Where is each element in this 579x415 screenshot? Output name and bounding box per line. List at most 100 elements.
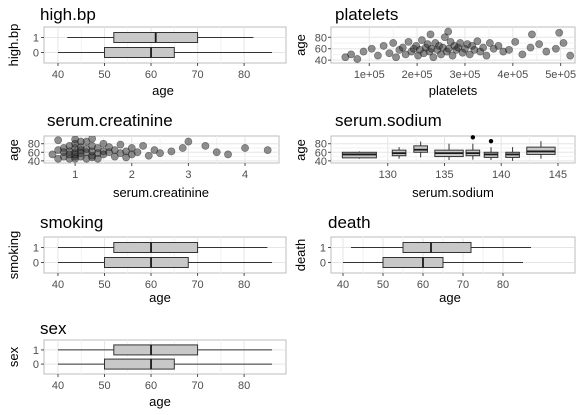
y-axis-label: age xyxy=(293,139,308,161)
panel-title: smoking xyxy=(40,213,103,232)
scatter-point xyxy=(359,47,368,56)
panel-title: death xyxy=(328,213,371,232)
x-tick-label: 50 xyxy=(98,69,110,81)
scatter-point xyxy=(110,146,119,155)
scatter-point xyxy=(385,49,394,58)
y-tick-label: 40 xyxy=(315,156,327,168)
scatter-point xyxy=(133,148,142,157)
scatter-point xyxy=(379,41,388,50)
box-outlier xyxy=(488,138,494,144)
x-tick-label: 50 xyxy=(377,279,389,291)
scatter-point xyxy=(535,40,544,49)
x-tick-label: 60 xyxy=(145,69,157,81)
scatter-point xyxy=(456,39,465,47)
panel-title: serum.creatinine xyxy=(47,111,173,130)
panel-title: serum.sodium xyxy=(335,111,442,130)
x-tick-label: 1 xyxy=(72,169,78,181)
x-tick-label: 4 xyxy=(242,169,248,181)
scatter-point xyxy=(241,144,249,152)
scatter-point xyxy=(105,143,114,152)
x-tick-label: 50 xyxy=(98,279,110,291)
scatter-point xyxy=(353,55,362,63)
scatter-point xyxy=(398,43,407,52)
scatter-point xyxy=(88,136,97,143)
scatter-point xyxy=(150,146,159,155)
x-tick-label: 50 xyxy=(98,380,110,392)
x-axis-label: platelets xyxy=(429,83,478,98)
x-tick-label: 3 xyxy=(185,169,191,181)
scatter-point xyxy=(518,50,527,59)
y-tick-label: 0 xyxy=(33,258,39,270)
panel-smoking: smoking 0 1 40 50 60 70 80 age smoking xyxy=(6,213,287,305)
x-tick-label: 5e+05 xyxy=(545,69,576,81)
scatter-point xyxy=(156,149,164,158)
y-tick-label: 0 xyxy=(320,258,326,270)
x-tick-label: 80 xyxy=(238,69,250,81)
scatter-point xyxy=(392,53,400,62)
scatter-point xyxy=(54,136,63,145)
panel-title: sex xyxy=(40,319,67,338)
box-iqr xyxy=(104,358,175,370)
scatter-point xyxy=(139,141,147,150)
scatter-point xyxy=(212,148,221,157)
x-tick-label: 70 xyxy=(457,279,469,291)
x-axis-label: age xyxy=(149,290,171,305)
scatter-point xyxy=(263,146,272,155)
x-tick-label: 40 xyxy=(52,279,64,291)
x-tick-label: 140 xyxy=(492,169,510,181)
scatter-point xyxy=(373,51,382,60)
box-iqr xyxy=(104,257,189,268)
scatter-point xyxy=(482,51,491,60)
scatter-point xyxy=(116,140,125,149)
x-tick-label: 135 xyxy=(435,169,453,181)
y-tick-label: 80 xyxy=(315,139,327,151)
y-tick-label: 60 xyxy=(315,44,327,56)
box-iqr xyxy=(402,242,472,253)
scatter-points xyxy=(341,27,575,63)
box-outlier xyxy=(470,135,476,140)
scatter-point xyxy=(485,39,494,47)
scatter-point xyxy=(429,53,438,62)
scatter-point xyxy=(551,44,560,53)
scatter-point xyxy=(167,147,176,156)
scatter-point xyxy=(404,37,413,46)
scatter-point xyxy=(201,141,210,150)
scatter-point xyxy=(448,51,457,60)
x-axis-label: serum.creatinine xyxy=(113,185,209,200)
x-tick-label: 145 xyxy=(549,169,567,181)
scatter-point xyxy=(566,51,575,60)
panel-title: high.bp xyxy=(40,5,96,24)
scatter-point xyxy=(144,151,153,160)
scatter-point xyxy=(93,154,102,163)
panel-death: death 0 1 40 50 60 70 80 age death xyxy=(293,213,576,305)
x-tick-label: 40 xyxy=(52,380,64,392)
scatter-point xyxy=(76,137,85,146)
x-tick-label: 70 xyxy=(191,69,203,81)
y-tick-label: 80 xyxy=(315,32,327,44)
x-tick-label: 60 xyxy=(145,380,157,392)
y-axis-label: age xyxy=(6,139,21,161)
y-tick-label: 60 xyxy=(315,147,327,159)
x-tick-label: 3e+05 xyxy=(450,69,481,81)
scatter-point xyxy=(494,41,503,50)
scatter-point xyxy=(178,144,187,152)
x-tick-label: 70 xyxy=(191,279,203,291)
y-tick-label: 40 xyxy=(315,55,327,67)
x-axis-label: serum.sodium xyxy=(412,185,494,200)
box-iqr xyxy=(382,257,444,268)
x-tick-label: 4e+05 xyxy=(497,69,528,81)
scatter-point xyxy=(511,37,520,46)
y-axis-label: smoking xyxy=(6,231,21,279)
y-axis-label: age xyxy=(293,34,308,56)
x-tick-label: 80 xyxy=(238,380,250,392)
scatter-point xyxy=(93,144,102,152)
scatter-point xyxy=(559,39,568,47)
x-tick-label: 60 xyxy=(417,279,429,291)
box-iqr xyxy=(113,344,199,356)
scatter-point xyxy=(479,43,488,52)
scatter-point xyxy=(122,153,131,162)
box-iqr xyxy=(113,242,199,253)
x-axis-label: age xyxy=(152,83,174,98)
panel-sex: sex 0 1 40 50 60 70 80 age sex xyxy=(6,319,287,409)
